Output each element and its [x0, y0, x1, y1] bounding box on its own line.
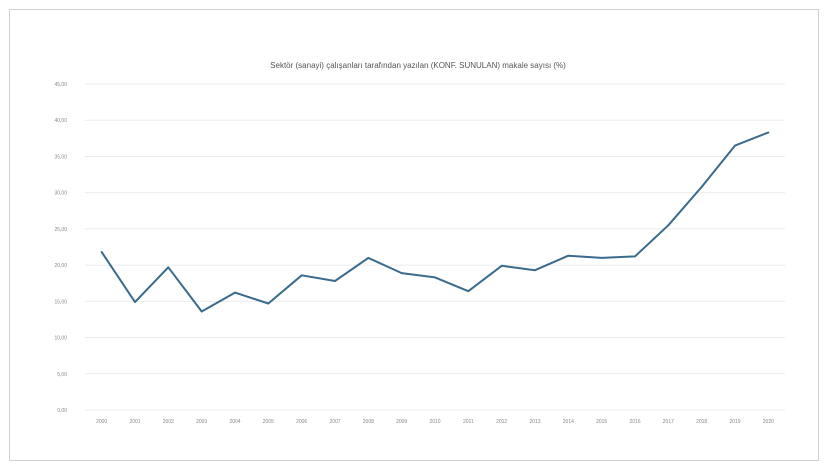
y-tick-label: 35,00: [54, 154, 67, 160]
data-point: [567, 254, 570, 257]
x-tick-label: 2010: [429, 419, 440, 425]
x-tick-label: 2012: [496, 419, 507, 425]
data-point: [634, 255, 636, 258]
x-tick-label: 2019: [729, 419, 740, 425]
series-line: [100, 131, 770, 313]
series-layer: [100, 131, 770, 313]
y-tick-label: 40,00: [54, 118, 67, 124]
data-point: [300, 274, 303, 277]
y-tick-label: 20,00: [54, 263, 67, 269]
y-tick-label: 0,00: [57, 408, 67, 414]
y-tick-label: 45,00: [54, 82, 67, 88]
x-axis-ticks: 2000 2001 2002 2003 2004 2005 2006 2007 2008 2009…: [96, 419, 774, 425]
data-point: [700, 186, 703, 188]
x-tick-label: 2005: [263, 419, 274, 425]
gridlines: [85, 83, 785, 411]
x-tick-label: 2017: [663, 419, 674, 425]
data-point: [267, 302, 270, 305]
x-tick-label: 2004: [229, 419, 240, 425]
x-tick-label: 2020: [763, 419, 774, 425]
data-point: [167, 266, 170, 269]
data-point: [200, 310, 203, 313]
chart-title: Sektör (sanayi) çalışanları tarafından y…: [270, 61, 566, 70]
y-tick-label: 25,00: [54, 227, 67, 233]
x-tick-label: 2002: [163, 419, 174, 425]
data-point: [467, 290, 470, 292]
data-point: [400, 272, 403, 274]
data-point: [367, 257, 370, 259]
x-tick-label: 2011: [463, 419, 474, 425]
data-point: [434, 276, 436, 279]
data-point: [500, 265, 503, 267]
x-tick-label: 2000: [96, 419, 107, 425]
data-point: [767, 131, 770, 134]
data-point: [134, 301, 136, 303]
data-point: [667, 224, 670, 227]
x-tick-label: 2015: [596, 419, 607, 425]
y-tick-label: 15,00: [54, 299, 67, 305]
x-tick-label: 2008: [363, 419, 374, 425]
data-point: [234, 291, 236, 294]
x-tick-label: 2007: [329, 419, 340, 425]
x-tick-label: 2001: [129, 419, 140, 425]
data-point: [100, 251, 103, 253]
data-point: [534, 269, 536, 271]
x-tick-label: 2014: [563, 419, 574, 425]
x-tick-label: 2016: [629, 419, 640, 425]
x-tick-label: 2006: [296, 419, 307, 425]
y-tick-label: 30,00: [54, 191, 67, 197]
x-tick-label: 2003: [196, 419, 207, 425]
data-point: [334, 280, 336, 282]
y-tick-label: 10,00: [54, 336, 67, 342]
y-tick-label: 5,00: [57, 372, 67, 378]
x-tick-label: 2018: [696, 419, 707, 425]
data-point: [734, 144, 736, 147]
data-point: [600, 257, 603, 259]
x-tick-label: 2013: [529, 419, 540, 425]
x-tick-label: 2009: [396, 419, 407, 425]
y-axis-ticks: 0,00 5,00 10,00 15,00 20,00 25,00 30,00 35,00 40…: [54, 82, 67, 414]
